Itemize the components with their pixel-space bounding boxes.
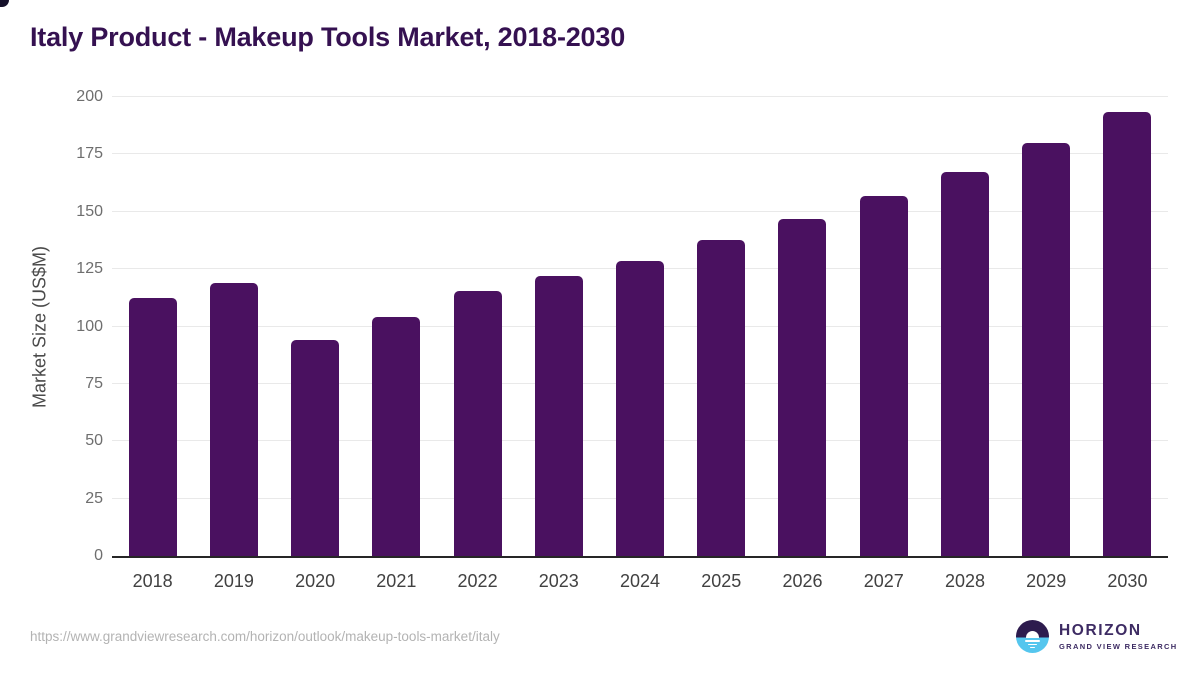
bar-slot-2023 (518, 97, 599, 556)
bar-slot-2019 (193, 97, 274, 556)
bar-2021 (372, 317, 421, 556)
y-tick-label-75: 75 (85, 374, 103, 392)
logo-subtitle: GRAND VIEW RESEARCH (1059, 642, 1178, 651)
x-axis-tick-labels: 2018 2019 2020 2021 2022 2023 2024 2025 2026 2027… (112, 571, 1168, 592)
plot-area (112, 96, 1168, 558)
bar-2028 (940, 171, 989, 556)
x-tick-label-2029: 2029 (1026, 571, 1067, 591)
bar-slot-2018 (112, 97, 193, 556)
horizon-sun-icon (1016, 620, 1049, 653)
bar-2018 (128, 297, 177, 556)
bar-2027 (859, 195, 908, 556)
bar-2024 (616, 261, 665, 556)
x-tick-label-2019: 2019 (213, 571, 254, 591)
bar-slot-2022 (437, 97, 518, 556)
bar-slot-2025 (681, 97, 762, 556)
y-tick-label-200: 200 (76, 88, 103, 105)
bar-2026 (778, 218, 827, 556)
gridline-175 (112, 153, 1168, 155)
bar-slot-2030 (1087, 97, 1168, 556)
bar-slot-2029 (1006, 97, 1087, 556)
reflection-line-icon (1028, 643, 1037, 646)
x-tick-label-2021: 2021 (376, 571, 417, 591)
bar-2030 (1103, 111, 1152, 556)
horizon-logo: HORIZON GRAND VIEW RESEARCH (1016, 620, 1178, 653)
x-tick-label-2023: 2023 (538, 571, 579, 591)
logo-name: HORIZON (1059, 622, 1142, 639)
y-tick-label-50: 50 (85, 432, 103, 450)
y-tick-label-125: 125 (76, 260, 103, 278)
bar-slot-2020 (274, 97, 355, 556)
y-axis-tick-labels: 0 25 50 75 100 125 150 175 200 (48, 88, 103, 564)
y-tick-label-150: 150 (76, 202, 103, 220)
chart-title: Italy Product - Makeup Tools Market, 201… (30, 22, 626, 52)
bar-2019 (209, 282, 258, 556)
x-tick-label-2024: 2024 (620, 571, 661, 591)
bar-slot-2024 (599, 97, 680, 556)
sun-dome-icon (1026, 630, 1039, 638)
y-tick-label-100: 100 (76, 317, 103, 335)
x-tick-label-2025: 2025 (701, 571, 742, 591)
y-tick-label-25: 25 (85, 489, 103, 507)
source-url: https://www.grandviewresearch.com/horizo… (30, 629, 500, 644)
bar-2022 (453, 290, 502, 556)
x-tick-label-2018: 2018 (132, 571, 173, 591)
bar-slot-2028 (924, 97, 1005, 556)
bar-2025 (697, 240, 746, 556)
x-tick-label-2026: 2026 (782, 571, 823, 591)
x-tick-label-2020: 2020 (295, 571, 336, 591)
bar-2023 (534, 276, 583, 556)
reflection-line-icon (1030, 646, 1035, 649)
bar-slot-2026 (762, 97, 843, 556)
bar-slot-2027 (843, 97, 924, 556)
bar-2020 (291, 340, 340, 556)
bar-2029 (1022, 142, 1071, 556)
x-tick-label-2030: 2030 (1107, 571, 1148, 591)
gridline-200 (112, 96, 1168, 97)
bar-slot-2021 (356, 97, 437, 556)
gridline-150 (112, 210, 1168, 212)
x-tick-label-2022: 2022 (457, 571, 498, 591)
x-tick-label-2028: 2028 (944, 571, 985, 591)
logo-text-block: HORIZON GRAND VIEW RESEARCH (1059, 622, 1178, 651)
y-tick-label-0: 0 (94, 547, 103, 564)
bar-series (112, 97, 1168, 556)
y-tick-label-175: 175 (76, 145, 103, 163)
corner-artifact (0, 0, 9, 7)
x-tick-label-2027: 2027 (863, 571, 904, 591)
reflection-line-icon (1025, 640, 1040, 642)
